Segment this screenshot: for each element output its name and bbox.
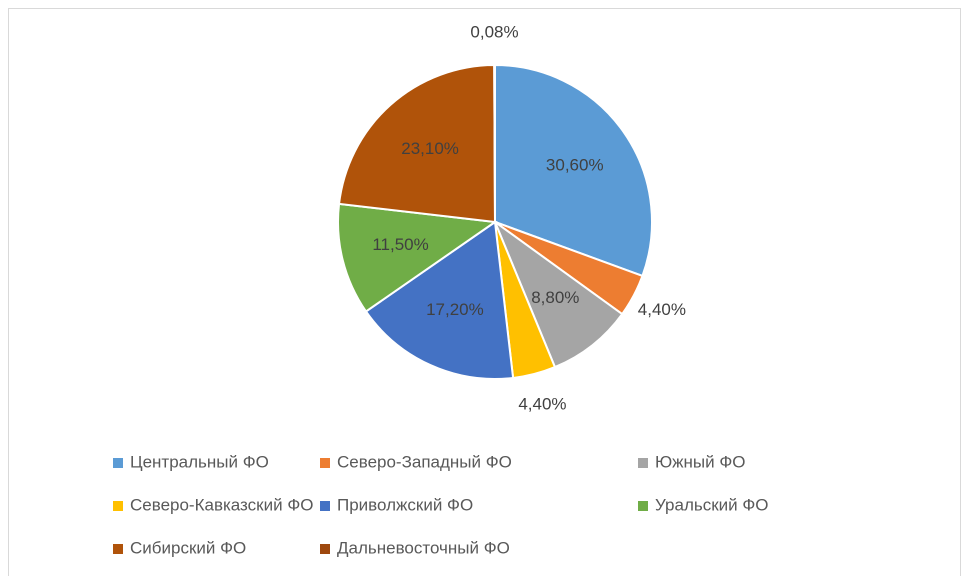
- pie-slice: [493, 63, 496, 223]
- legend-label: Приволжский ФО: [337, 495, 473, 514]
- legend-marker: [113, 458, 123, 468]
- pie-slice: [337, 63, 497, 224]
- data-label: 30,60%: [546, 156, 604, 175]
- legend-label: Уральский ФО: [655, 495, 769, 514]
- legend-marker: [113, 501, 123, 511]
- pie-slice: [492, 219, 624, 369]
- pie-slice: [337, 202, 498, 313]
- legend-marker: [320, 501, 330, 511]
- legend-marker: [320, 544, 330, 554]
- legend-label: Сибирский ФО: [130, 538, 246, 557]
- data-label: 11,50%: [372, 235, 428, 254]
- legend-marker: [320, 458, 330, 468]
- legend-marker: [638, 458, 648, 468]
- legend-label: Дальневосточный ФО: [337, 538, 510, 557]
- data-label: 17,20%: [426, 300, 484, 319]
- data-label: 23,10%: [401, 139, 459, 158]
- legend-label: Южный ФО: [655, 452, 746, 471]
- legend-label: Северо-Западный ФО: [337, 452, 512, 471]
- data-label: 8,80%: [531, 288, 579, 307]
- pie-slice: [364, 220, 515, 380]
- data-label: 4,40%: [518, 394, 566, 413]
- data-label: 4,40%: [638, 300, 686, 319]
- legend-marker: [113, 544, 123, 554]
- data-label: 0,08%: [470, 22, 518, 41]
- legend-label: Северо-Кавказский ФО: [130, 495, 313, 514]
- legend-label: Центральный ФО: [130, 452, 269, 471]
- legend-marker: [638, 501, 648, 511]
- pie-slice: [494, 63, 653, 278]
